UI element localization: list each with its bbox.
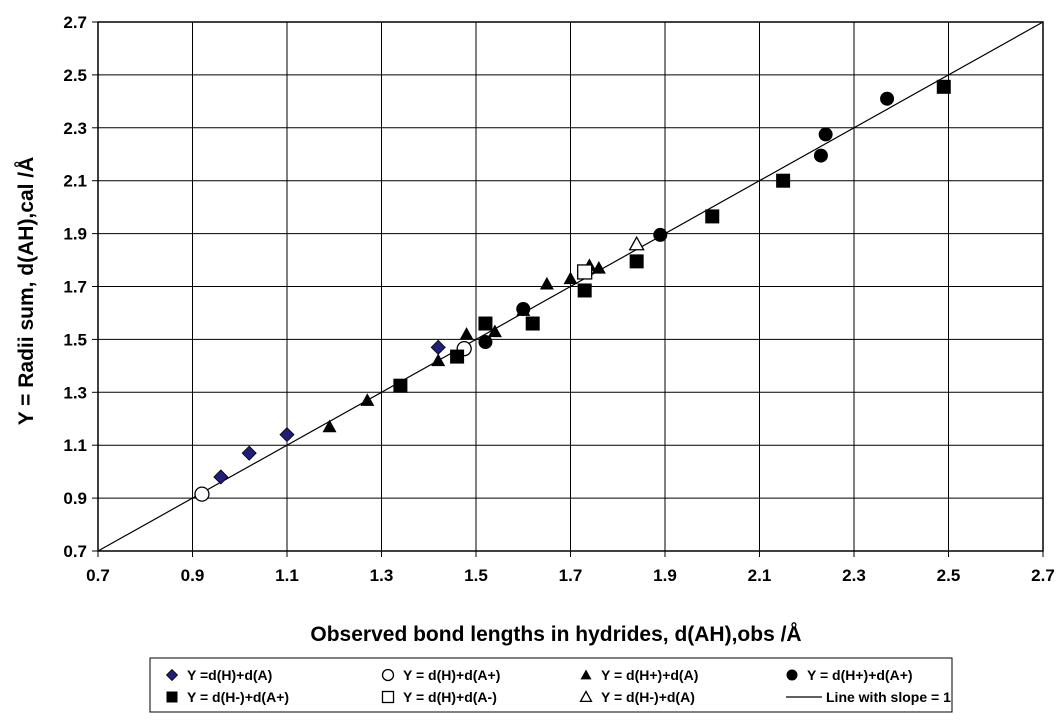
legend-swatch-triangle-open bbox=[579, 690, 593, 703]
x-tick-label: 1.3 bbox=[370, 566, 394, 585]
legend: Y =d(H)+d(A) Y = d(H)+d(A+) Y = d(H+)+d(A)… bbox=[149, 657, 953, 713]
y-axis-tick-labels: 0.7 0.9 1.1 1.3 1.5 1.7 1.9 2.1 2.3 2.5 2.7 bbox=[63, 13, 87, 561]
x-tick-label: 0.9 bbox=[181, 566, 205, 585]
legend-entry-label: Y = d(H+)+d(A) bbox=[601, 667, 698, 683]
data-point-square bbox=[525, 316, 540, 331]
data-point-triangle bbox=[459, 327, 474, 340]
x-tick-label: 2.5 bbox=[937, 566, 961, 585]
data-point-diamond bbox=[241, 445, 257, 461]
data-point-triangle-open bbox=[628, 235, 645, 251]
data-point-square bbox=[936, 79, 951, 94]
data-point-square bbox=[577, 283, 592, 298]
data-point-square bbox=[393, 378, 408, 393]
legend-swatch-circle-open bbox=[381, 668, 395, 682]
y-tick-label: 2.1 bbox=[63, 172, 87, 191]
data-point-square bbox=[705, 209, 720, 224]
x-tick-label: 1.9 bbox=[653, 566, 677, 585]
data-point-circle bbox=[516, 301, 531, 316]
x-tick-label: 1.5 bbox=[464, 566, 488, 585]
data-point-diamond bbox=[213, 469, 229, 485]
data-point-triangle bbox=[487, 324, 502, 338]
y-axis-title: Y = Radii sum, d(AH),cal /Å bbox=[14, 157, 38, 426]
legend-entry-label: Y = d(H)+d(A+) bbox=[403, 667, 500, 683]
y-tick-label: 1.5 bbox=[63, 330, 87, 349]
x-tick-label: 2.1 bbox=[748, 566, 772, 585]
data-point-circle bbox=[818, 127, 833, 142]
data-point-square bbox=[478, 316, 493, 331]
data-point-triangle bbox=[431, 353, 446, 367]
x-tick-label: 0.7 bbox=[86, 566, 110, 585]
x-tick-label: 1.7 bbox=[559, 566, 583, 585]
data-point-triangle bbox=[360, 393, 375, 406]
x-axis-tick-labels: 0.7 0.9 1.1 1.3 1.5 1.7 1.9 2.1 2.3 2.5 2.7 bbox=[86, 566, 1055, 585]
data-series bbox=[97, 21, 1044, 552]
legend-entry-label: Line with slope = 1 bbox=[826, 689, 951, 705]
x-tick-label: 2.7 bbox=[1031, 566, 1055, 585]
data-point-circle bbox=[880, 91, 895, 106]
legend-swatch-square bbox=[166, 691, 178, 703]
legend-box bbox=[149, 657, 953, 713]
data-point-triangle bbox=[591, 260, 606, 274]
plot-area-border bbox=[97, 21, 1044, 552]
data-point-circle bbox=[653, 227, 668, 242]
legend-swatch-diamond bbox=[165, 668, 179, 682]
data-point-triangle bbox=[322, 419, 337, 433]
legend-entry-label: Y = d(H-)+d(A) bbox=[601, 689, 695, 705]
y-tick-label: 2.3 bbox=[63, 119, 87, 138]
data-point-circle bbox=[813, 148, 828, 163]
legend-entry-label: Y = d(H-)+d(A+) bbox=[187, 689, 289, 705]
data-point-circle bbox=[478, 335, 493, 350]
y-tick-label: 0.7 bbox=[63, 542, 87, 561]
x-tick-label: 1.1 bbox=[275, 566, 299, 585]
data-point-square bbox=[776, 173, 791, 188]
y-tick-label: 1.1 bbox=[63, 436, 87, 455]
y-tick-label: 1.3 bbox=[63, 383, 87, 402]
y-tick-label: 2.5 bbox=[63, 66, 87, 85]
y-tick-label: 1.7 bbox=[63, 278, 87, 297]
y-tick-label: 0.9 bbox=[63, 489, 87, 508]
data-point-triangle bbox=[563, 271, 578, 285]
y-tick-label: 1.9 bbox=[63, 225, 87, 244]
data-point-square-open bbox=[577, 264, 593, 280]
data-point-circle-open bbox=[194, 486, 210, 502]
data-point-triangle bbox=[539, 276, 554, 290]
x-axis-title: Observed bond lengths in hydrides, d(AH)… bbox=[310, 622, 801, 646]
legend-entry-label: Y =d(H)+d(A) bbox=[187, 667, 272, 683]
legend-swatch-square-open bbox=[381, 690, 395, 704]
slope-one-line bbox=[97, 21, 1044, 552]
legend-entry-label: Y = d(H+)+d(A+) bbox=[807, 667, 913, 683]
data-point-square bbox=[629, 254, 644, 269]
data-point-diamond bbox=[279, 427, 295, 443]
y-tick-label: 2.7 bbox=[63, 13, 87, 32]
legend-entry-label: Y = d(H)+d(A-) bbox=[403, 689, 497, 705]
legend-swatch-circle bbox=[786, 669, 798, 681]
legend-swatch-triangle bbox=[580, 669, 592, 680]
data-point-square bbox=[450, 349, 465, 364]
x-tick-label: 2.3 bbox=[842, 566, 866, 585]
